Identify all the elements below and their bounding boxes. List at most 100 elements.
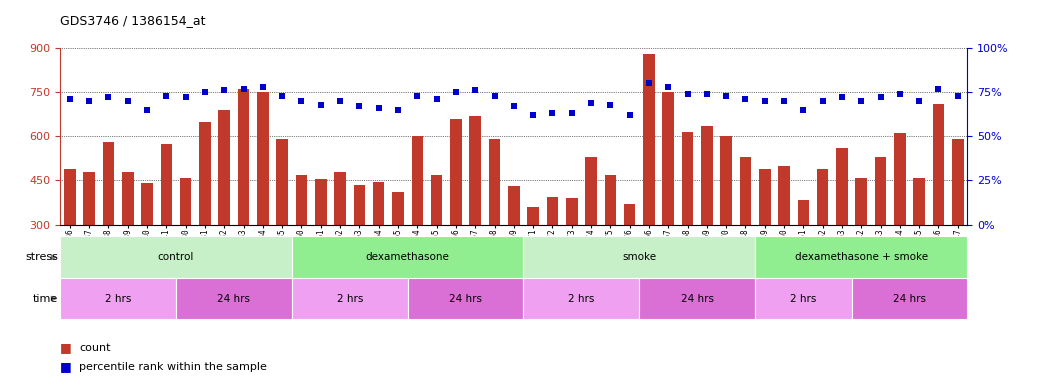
Point [679, 91, 695, 97]
Bar [354, 185, 365, 225]
Text: 2 hrs: 2 hrs [336, 293, 363, 304]
Bar [778, 166, 790, 225]
Bar [122, 172, 134, 225]
Bar [755, 236, 967, 278]
Bar [64, 169, 76, 225]
Point [950, 93, 966, 99]
Bar [450, 119, 462, 225]
Point [332, 98, 349, 104]
Bar [141, 184, 153, 225]
Point [930, 86, 947, 92]
Bar [257, 92, 269, 225]
Point [254, 84, 271, 90]
Bar [199, 122, 211, 225]
Bar [527, 207, 539, 225]
Bar [408, 278, 523, 319]
Point [564, 110, 580, 116]
Bar [604, 175, 617, 225]
Point [660, 84, 677, 90]
Point [640, 80, 657, 86]
Point [622, 112, 638, 118]
Text: 2 hrs: 2 hrs [790, 293, 817, 304]
Point [119, 98, 136, 104]
Text: 24 hrs: 24 hrs [449, 293, 482, 304]
Bar [276, 139, 288, 225]
Point [177, 94, 194, 101]
Bar [334, 172, 346, 225]
Point [274, 93, 291, 99]
Text: dexamethasone: dexamethasone [365, 252, 449, 262]
Point [216, 87, 233, 93]
Bar [933, 104, 945, 225]
Bar [759, 169, 770, 225]
Point [351, 103, 367, 109]
Bar [489, 139, 500, 225]
Bar [585, 157, 597, 225]
Point [911, 98, 928, 104]
Bar [60, 236, 292, 278]
Bar [701, 126, 713, 225]
Point [544, 110, 561, 116]
Text: percentile rank within the sample: percentile rank within the sample [79, 362, 267, 372]
Text: GDS3746 / 1386154_at: GDS3746 / 1386154_at [60, 14, 206, 27]
Bar [180, 177, 191, 225]
Bar [523, 278, 639, 319]
Bar [817, 169, 828, 225]
Point [196, 89, 213, 95]
Bar [176, 278, 292, 319]
Text: 24 hrs: 24 hrs [893, 293, 926, 304]
Point [872, 94, 889, 101]
Point [737, 96, 754, 102]
Text: 24 hrs: 24 hrs [217, 293, 250, 304]
Bar [411, 136, 424, 225]
Bar [855, 177, 867, 225]
Point [139, 107, 156, 113]
Text: time: time [33, 293, 58, 304]
Bar [682, 132, 693, 225]
Bar [103, 142, 114, 225]
Bar [837, 148, 848, 225]
Point [699, 91, 715, 97]
Point [815, 98, 831, 104]
Text: 24 hrs: 24 hrs [681, 293, 714, 304]
Bar [547, 197, 558, 225]
Bar [740, 157, 752, 225]
Bar [755, 278, 851, 319]
Point [718, 93, 735, 99]
Point [371, 105, 387, 111]
Point [525, 112, 542, 118]
Bar [218, 110, 230, 225]
Text: 2 hrs: 2 hrs [105, 293, 131, 304]
Point [236, 86, 252, 92]
Bar [315, 179, 327, 225]
Bar [851, 278, 967, 319]
Bar [60, 278, 176, 319]
Bar [292, 278, 408, 319]
Text: control: control [158, 252, 194, 262]
Text: dexamethasone + smoke: dexamethasone + smoke [795, 252, 928, 262]
Point [582, 100, 599, 106]
Point [892, 91, 908, 97]
Bar [238, 89, 249, 225]
Text: 2 hrs: 2 hrs [568, 293, 595, 304]
Point [100, 94, 116, 101]
Point [602, 101, 619, 108]
Bar [431, 175, 442, 225]
Point [506, 103, 522, 109]
Bar [644, 54, 655, 225]
Point [389, 107, 406, 113]
Point [61, 96, 78, 102]
Point [775, 98, 792, 104]
Bar [292, 236, 523, 278]
Bar [508, 186, 520, 225]
Bar [566, 198, 577, 225]
Text: stress: stress [25, 252, 58, 262]
Point [447, 89, 464, 95]
Bar [392, 192, 404, 225]
Bar [894, 133, 905, 225]
Text: ■: ■ [60, 360, 76, 373]
Point [853, 98, 870, 104]
Point [409, 93, 426, 99]
Bar [952, 139, 963, 225]
Point [293, 98, 309, 104]
